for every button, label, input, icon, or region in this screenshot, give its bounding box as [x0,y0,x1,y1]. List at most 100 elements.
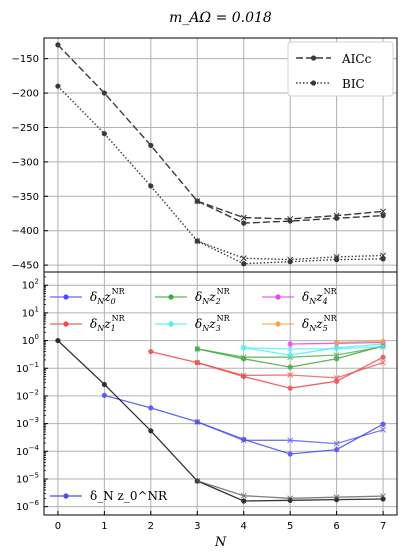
top-panel: −150 −200 −250 −300 −350 −400 −450 AICc BIC [12,37,398,273]
bottom-panel: 0 1 2 3 4 5 6 7 10−6 10−5 10−4 10−3 10−2 10−1 100 101 10… [16,271,398,550]
xtick-label: 6 [333,521,339,532]
series-3-alt-point [380,359,387,366]
bottom-legend-label: δNz1NR [90,314,126,333]
top-legend-marker [310,80,317,86]
series-9-point [380,338,386,344]
top-ytick-label: −300 [12,157,39,168]
series-4-point [334,356,340,362]
aicc-point [101,90,107,96]
x-axis-label: N [214,535,227,550]
series-2-point [287,385,293,391]
bottom-legend-label: δ_N z_0^NR [90,489,168,503]
series-10-point [55,337,61,344]
bottom-series-group [334,338,386,346]
bottom-legend-label: δNz3NR [195,314,231,333]
series-8-point [287,341,293,347]
series-7-alt-line [243,346,384,350]
series-5-alt-point [333,352,340,359]
chart-title-text: m_AΩ = 0.018 [169,10,272,26]
bottom-legend-marker [168,321,174,327]
series-2-line [150,350,384,389]
bottom-legend-marker [63,493,69,499]
series-0-point [101,392,107,398]
bottom-ytick-label: 102 [22,278,39,292]
bic-alt-point [287,256,294,263]
series-6-point [287,352,293,358]
bic-alt-point [380,252,387,259]
aicc-alt-point [194,198,201,205]
bic-alt-point [333,253,340,260]
xtick-label: 1 [101,521,107,532]
bottom-ytick-label: 10−1 [16,361,39,375]
bottom-legend: δNz0NR δNz1NR δNz2NR δNz3NR δNz4NR δNz5NR δ_N … [50,287,338,503]
series-11-alt-point [240,492,247,499]
bic-point [241,261,247,267]
series-6-line [243,343,384,356]
top-legend-label: BIC [342,77,365,91]
xtick-label: 5 [287,521,293,532]
top-legend-marker [310,55,317,61]
aicc-alt-point [333,212,340,219]
series-2-point [334,378,340,384]
xtick-label: 2 [148,521,154,532]
series-4-point [287,364,293,370]
bic-alt-line [197,240,384,261]
series-11-alt-point [194,477,201,484]
xtick-label: 0 [55,521,61,532]
bottom-ytick-label: 10−6 [16,499,40,513]
top-legend-label: AICc [341,52,372,66]
series-3-alt-point [240,372,247,379]
bottom-series-group [194,359,387,381]
top-ytick-label: −250 [12,123,39,134]
xtick-label: 7 [380,521,386,532]
bottom-ytick-label: 10−4 [16,444,40,458]
series-5-alt-point [240,354,247,361]
aicc-alt-point [240,214,247,221]
top-ytick-label: −400 [12,226,39,237]
bottom-series-group [194,418,387,447]
aicc-point [55,42,61,48]
aicc-point [334,215,340,221]
bottom-legend-label: δNz0NR [90,287,126,306]
bottom-ytick-label: 101 [22,305,39,319]
bottom-legend-marker [63,321,69,327]
series-3-alt-point [333,374,340,381]
series-1-alt-point [287,437,294,444]
bic-alt-point [240,255,247,262]
bottom-legend-marker [168,294,174,300]
series-3-alt-point [194,359,201,366]
series-7-alt-point [333,345,340,352]
series-1-alt-point [194,418,201,425]
series-11-alt-point [287,495,294,502]
series-7-alt-point [287,345,294,352]
bic-point [148,183,154,189]
bic-point [101,131,107,137]
series-11-alt-point [380,493,387,500]
series-0-point [334,447,340,453]
bic-line [57,85,384,265]
series-10-line [57,340,384,502]
aicc-point [148,142,154,148]
series-11-alt-point [333,494,340,501]
bottom-legend-marker [275,294,281,300]
bottom-ytick-label: 10−2 [16,388,39,402]
xtick-label: 3 [194,521,200,532]
xtick-label: 4 [241,521,247,532]
bottom-frame [43,271,398,516]
top-legend-box [287,41,394,97]
top-ytick-label: −150 [12,54,39,65]
series-7-alt-point [240,344,247,351]
series-9-line [336,340,384,344]
aicc-point [241,220,247,226]
top-ytick-label: −200 [12,89,39,100]
series-7-alt-point [380,343,387,350]
top-legend: AICc BIC [287,41,394,97]
aicc-line [57,44,384,224]
series-1-alt-point [240,437,247,444]
series-2-point [380,354,386,360]
series-0-point [148,405,154,411]
series-10-point [241,498,247,504]
series-0-point [380,421,386,427]
bottom-legend-label: δNz4NR [302,287,338,306]
